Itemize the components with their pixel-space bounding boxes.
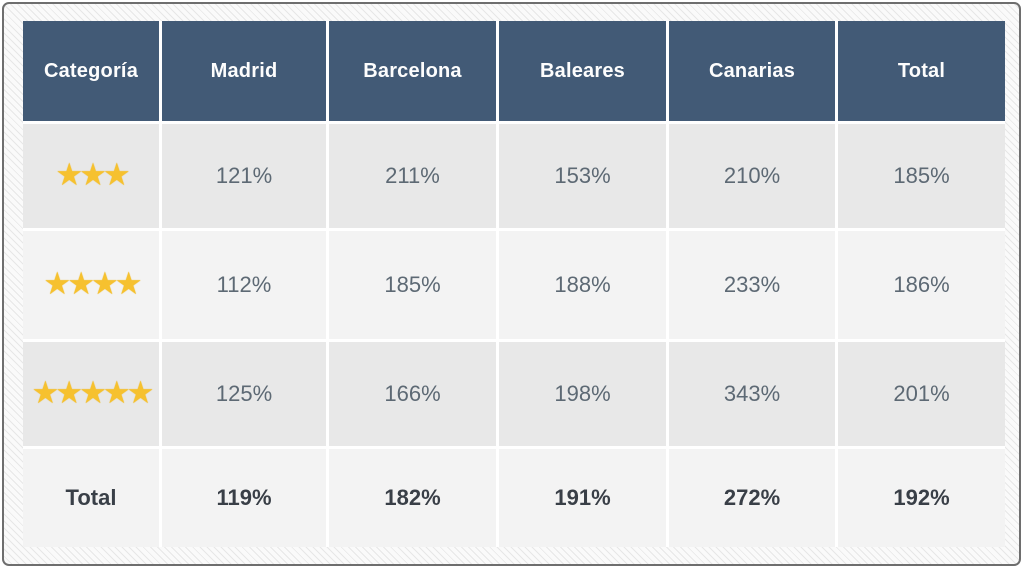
value-5stars-baleares: 198% [499, 342, 666, 446]
star-rating-3-icon: ★★★ [23, 124, 159, 228]
value-3stars-canarias: 210% [669, 124, 835, 228]
value-3stars-baleares: 153% [499, 124, 666, 228]
value-5stars-barcelona: 166% [329, 342, 496, 446]
value-4stars-madrid: 112% [162, 231, 326, 339]
column-header-madrid: Madrid [162, 21, 326, 121]
value-3stars-barcelona: 211% [329, 124, 496, 228]
total-total: 192% [838, 449, 1005, 547]
value-4stars-canarias: 233% [669, 231, 835, 339]
column-header-baleares: Baleares [499, 21, 666, 121]
column-header-canarias: Canarias [669, 21, 835, 121]
total-row-label: Total [23, 449, 159, 547]
value-5stars-canarias: 343% [669, 342, 835, 446]
value-3stars-total: 185% [838, 124, 1005, 228]
column-header-barcelona: Barcelona [329, 21, 496, 121]
total-baleares: 191% [499, 449, 666, 547]
column-header-categoria: Categoría [23, 21, 159, 121]
value-4stars-total: 186% [838, 231, 1005, 339]
star-rating-5-icon: ★★★★★ [23, 342, 159, 446]
star-rating-4-icon: ★★★★ [23, 231, 159, 339]
column-header-total: Total [838, 21, 1005, 121]
hotel-category-region-table: Categoría Madrid Barcelona Baleares Cana… [23, 21, 1005, 547]
total-canarias: 272% [669, 449, 835, 547]
value-5stars-madrid: 125% [162, 342, 326, 446]
value-4stars-baleares: 188% [499, 231, 666, 339]
value-4stars-barcelona: 185% [329, 231, 496, 339]
value-3stars-madrid: 121% [162, 124, 326, 228]
total-barcelona: 182% [329, 449, 496, 547]
value-5stars-total: 201% [838, 342, 1005, 446]
total-madrid: 119% [162, 449, 326, 547]
